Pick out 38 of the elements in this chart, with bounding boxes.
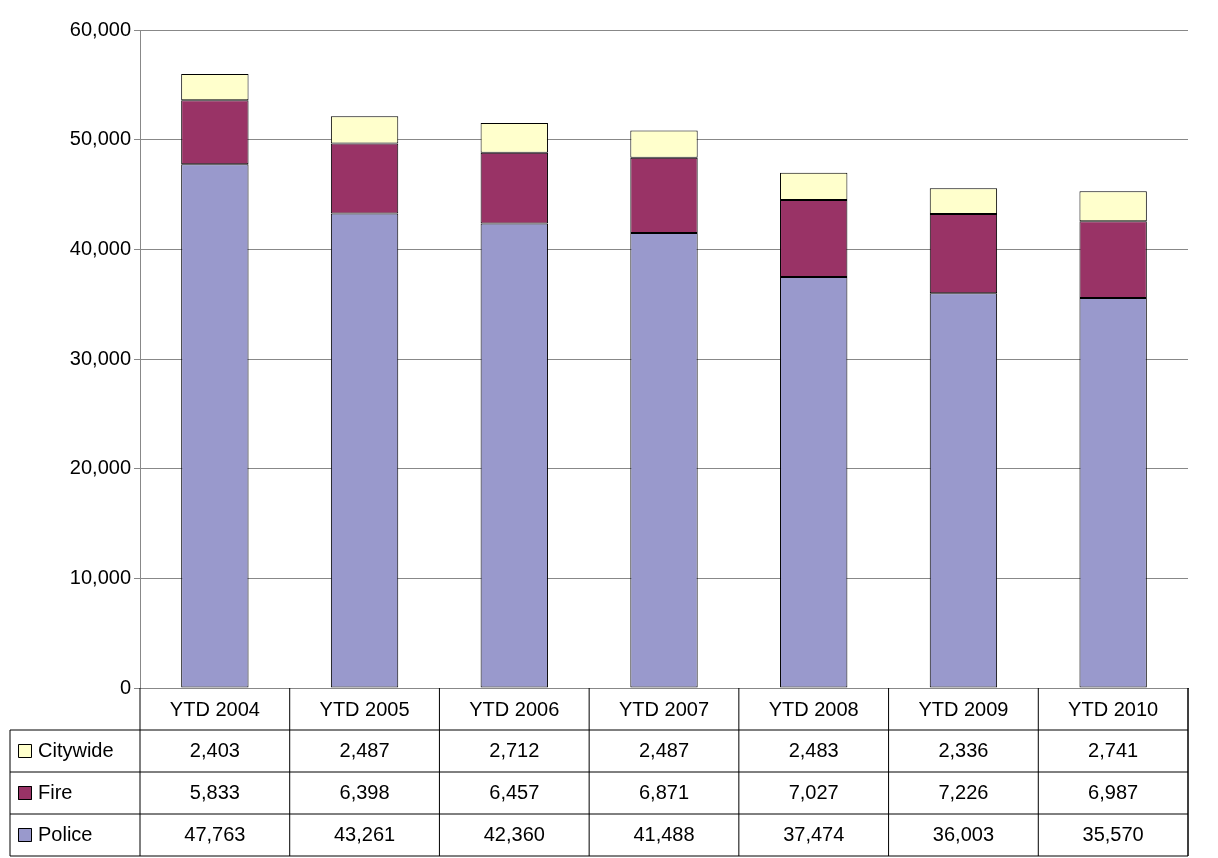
y-tick-label: 20,000	[69, 456, 131, 479]
data-label: 7,027	[788, 780, 839, 803]
legend-label: Citywide	[38, 738, 114, 761]
x-tick-label: YTD 2004	[169, 697, 260, 720]
data-label: 2,712	[489, 738, 540, 761]
x-tick-label: YTD 2008	[768, 697, 859, 720]
x-tick-label: YTD 2006	[469, 697, 560, 720]
data-label: 2,487	[339, 738, 390, 761]
data-label: 7,226	[938, 780, 989, 803]
y-tick-label: 30,000	[69, 346, 131, 369]
data-label: 2,741	[1088, 738, 1139, 761]
y-tick-label: 0	[119, 675, 131, 698]
data-label: 37,474	[783, 822, 845, 845]
x-tick-label: YTD 2009	[918, 697, 1009, 720]
data-label: 41,488	[633, 822, 695, 845]
x-tick-label: YTD 2010	[1068, 697, 1159, 720]
x-tick-label: YTD 2007	[618, 697, 710, 720]
x-tick-label: YTD 2005	[319, 697, 410, 720]
y-tick-label: 40,000	[69, 236, 131, 259]
data-label: 36,003	[932, 822, 995, 845]
data-label: 35,570	[1082, 822, 1144, 845]
legend-label: Police	[38, 822, 93, 845]
data-label: 6,871	[638, 780, 690, 803]
data-label: 2,487	[638, 738, 690, 761]
data-label: 5,833	[189, 780, 240, 803]
data-label: 6,987	[1088, 780, 1139, 803]
data-label: 6,457	[489, 780, 540, 803]
data-label: 2,403	[189, 738, 240, 761]
data-label: 43,261	[333, 822, 396, 845]
y-tick-label: 60,000	[69, 17, 131, 40]
y-tick-label: 10,000	[69, 565, 131, 588]
legend-label: Fire	[38, 780, 73, 803]
data-label: 47,763	[184, 822, 246, 845]
data-label: 6,398	[339, 780, 390, 803]
y-tick-label: 50,000	[69, 127, 131, 150]
data-label: 2,483	[788, 738, 839, 761]
data-label: 2,336	[938, 738, 989, 761]
data-label: 42,360	[483, 822, 545, 845]
